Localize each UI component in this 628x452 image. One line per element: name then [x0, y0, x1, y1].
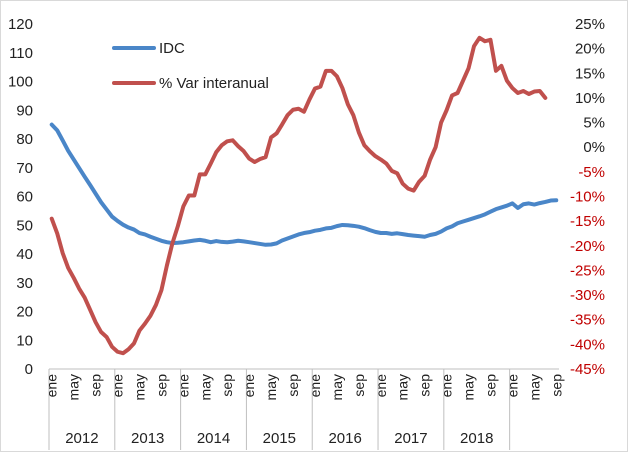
right-tick-label: -30%	[570, 287, 605, 304]
year-label: 2015	[263, 430, 296, 447]
right-tick-label: -35%	[570, 312, 605, 329]
month-tick-label: sep	[285, 374, 301, 397]
legend-label: % Var interanual	[159, 75, 269, 92]
right-tick-label: -15%	[570, 213, 605, 230]
month-tick-label: may	[263, 374, 279, 400]
left-tick-label: 50	[16, 217, 33, 234]
left-tick-label: 70	[16, 160, 33, 177]
year-label: 2018	[460, 430, 493, 447]
month-tick-label: sep	[482, 374, 498, 397]
month-tick-label: ene	[110, 374, 126, 398]
left-tick-label: 30	[16, 275, 33, 292]
month-tick-label: ene	[44, 374, 60, 398]
month-tick-label: may	[329, 374, 345, 400]
left-tick-label: 10	[16, 332, 33, 349]
month-tick-label: may	[526, 374, 542, 400]
right-tick-label: 20%	[575, 41, 605, 58]
right-tick-label: 10%	[575, 90, 605, 107]
plot-frame	[48, 368, 559, 450]
month-tick-label: ene	[307, 374, 323, 398]
month-tick-label: may	[461, 374, 477, 400]
month-tick-label: ene	[439, 374, 455, 398]
month-tick-label: ene	[175, 374, 191, 398]
left-tick-label: 100	[8, 74, 33, 91]
right-tick-label: 25%	[575, 16, 605, 33]
year-label: 2017	[394, 430, 427, 447]
month-tick-label: sep	[351, 374, 367, 397]
series-line	[49, 35, 548, 356]
legend: IDC % Var interanual	[112, 40, 269, 92]
right-tick-label: -40%	[570, 336, 605, 353]
month-tick-label: sep	[417, 374, 433, 397]
month-tick-label: sep	[548, 374, 564, 397]
left-tick-label: 120	[8, 16, 33, 33]
month-tick-label: ene	[241, 374, 257, 398]
right-tick-label: 5%	[583, 115, 605, 132]
year-label: 2014	[197, 430, 230, 447]
left-tick-label: 80	[16, 131, 33, 148]
left-tick-label: 110	[9, 45, 33, 62]
month-tick-label: sep	[88, 374, 104, 397]
month-tick-label: ene	[373, 374, 389, 398]
month-tick-label: may	[66, 374, 82, 400]
month-tick-label: may	[395, 374, 411, 400]
series-line	[49, 122, 559, 247]
right-tick-label: 15%	[575, 65, 605, 82]
right-tick-label: 0%	[583, 139, 605, 156]
right-tick-label: -45%	[570, 361, 605, 378]
series-lines	[49, 35, 559, 356]
year-label: 2016	[328, 430, 361, 447]
month-tick-label: may	[197, 374, 213, 400]
year-label: 2013	[131, 430, 164, 447]
month-tick-label: ene	[504, 374, 520, 398]
month-tick-label: sep	[153, 374, 169, 397]
month-tick-label: sep	[219, 374, 235, 397]
left-tick-label: 20	[16, 304, 33, 321]
left-tick-label: 90	[16, 102, 33, 119]
left-tick-label: 0	[25, 361, 33, 378]
month-tick-label: may	[131, 374, 147, 400]
legend-label: IDC	[159, 40, 185, 57]
left-tick-label: 60	[16, 189, 33, 206]
right-tick-label: -5%	[578, 164, 605, 181]
right-tick-label: -25%	[570, 262, 605, 279]
left-tick-label: 40	[16, 246, 33, 263]
right-tick-label: -20%	[570, 238, 605, 255]
year-label: 2012	[65, 430, 98, 447]
right-tick-label: -10%	[570, 189, 605, 206]
